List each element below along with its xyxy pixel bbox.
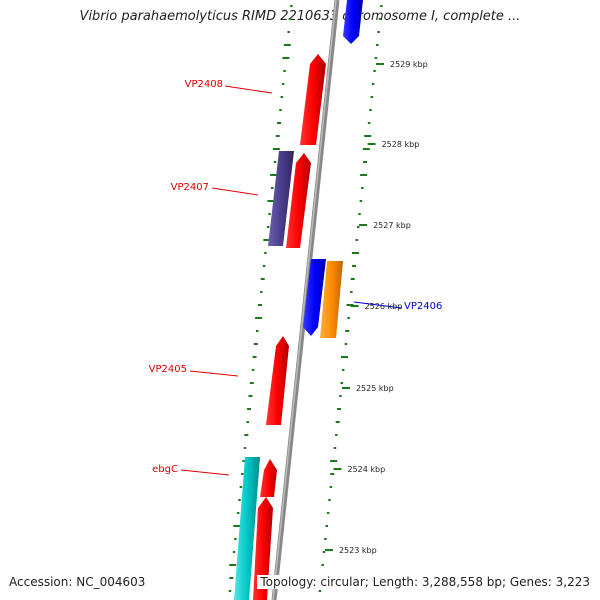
chromosome-backbone: [271, 0, 340, 600]
label-leader-vp2407: [211, 187, 259, 196]
scale-tick-label: 2529 kbp: [390, 60, 428, 69]
gene-labels: VP2408 VP2407 VP2406 VP2405 ebgC: [149, 79, 442, 476]
map-title: Vibrio parahaemolyticus RIMD 2210633 chr…: [79, 9, 521, 24]
scale-tick-label: 2528 kbp: [382, 140, 420, 149]
scale-tick-label: 2525 kbp: [356, 384, 394, 393]
gene-feature-purple[interactable]: [268, 151, 294, 246]
scale-ticks: 2529 kbp 2528 kbp 2527 kbp 2526 kbp 2525 kbp…: [324, 60, 428, 555]
scale-tick-label: 2527 kbp: [373, 221, 411, 230]
gene-label-ebgc[interactable]: ebgC: [152, 464, 178, 475]
scale-tick-label: 2526 kbp: [365, 302, 403, 311]
topology-summary: Topology: circular; Length: 3,288,558 bp…: [257, 575, 590, 589]
gene-feature-ebgc[interactable]: [260, 459, 277, 497]
gene-label-vp2407[interactable]: VP2407: [171, 182, 209, 193]
scale-tick-label: 2523 kbp: [339, 546, 377, 555]
gene-feature-blue-top[interactable]: [343, 0, 363, 44]
gene-feature-red-bottom[interactable]: [253, 497, 273, 600]
gene-label-vp2405[interactable]: VP2405: [149, 364, 187, 375]
gene-feature-vp2408[interactable]: [300, 54, 326, 145]
label-leader-vp2406: [353, 301, 403, 309]
backbone-highlight: [272, 0, 337, 600]
accession-label: Accession: NC_004603: [9, 575, 146, 589]
gene-feature-cyan[interactable]: [234, 457, 260, 600]
label-leader-vp2408: [224, 85, 273, 94]
gene-feature-vp2406[interactable]: [303, 259, 326, 336]
gene-feature-orange[interactable]: [320, 261, 343, 338]
label-leader-vp2405: [189, 370, 239, 377]
label-leader-ebgc: [180, 469, 230, 476]
gene-feature-vp2405[interactable]: [266, 336, 289, 425]
gene-label-vp2406[interactable]: VP2406: [404, 301, 442, 312]
scale-tick-label: 2524 kbp: [347, 465, 385, 474]
gene-label-vp2408[interactable]: VP2408: [185, 79, 223, 90]
gene-feature-vp2407[interactable]: [286, 153, 311, 248]
